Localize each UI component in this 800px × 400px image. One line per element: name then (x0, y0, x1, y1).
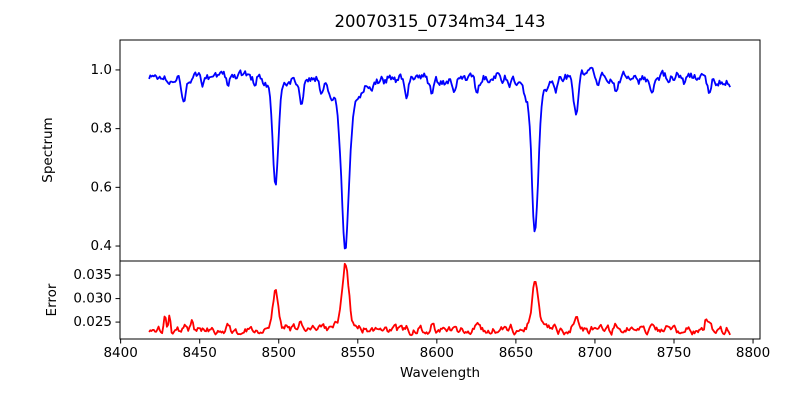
chart-title: 20070315_0734m34_143 (334, 12, 545, 32)
x-tick-label: 8700 (578, 345, 612, 361)
error-line (148, 262, 731, 337)
y-tick-label: 0.025 (73, 314, 112, 330)
x-tick-label: 8500 (262, 345, 296, 361)
y-tick-label: 0.035 (73, 267, 112, 283)
x-tick-label: 8600 (420, 345, 454, 361)
x-tick-label: 8400 (103, 345, 137, 361)
x-tick-label: 8450 (183, 345, 217, 361)
y-tick-label: 1.0 (91, 62, 112, 78)
panel-border-error (119, 260, 761, 340)
y-tick-label: 0.030 (73, 291, 112, 307)
y-tick-label: 0.8 (91, 121, 112, 137)
x-tick-label: 8550 (341, 345, 375, 361)
spectrum-line (148, 66, 731, 250)
y-axis-label-spectrum: Spectrum (40, 117, 56, 182)
y-axis-label-error: Error (44, 283, 60, 316)
y-tick-label: 0.4 (91, 238, 112, 254)
x-tick-label: 8750 (657, 345, 691, 361)
y-tick-label: 0.6 (91, 179, 112, 195)
x-tick-label: 8800 (736, 345, 770, 361)
x-axis-label: Wavelength (400, 365, 480, 381)
x-tick-label: 8650 (499, 345, 533, 361)
